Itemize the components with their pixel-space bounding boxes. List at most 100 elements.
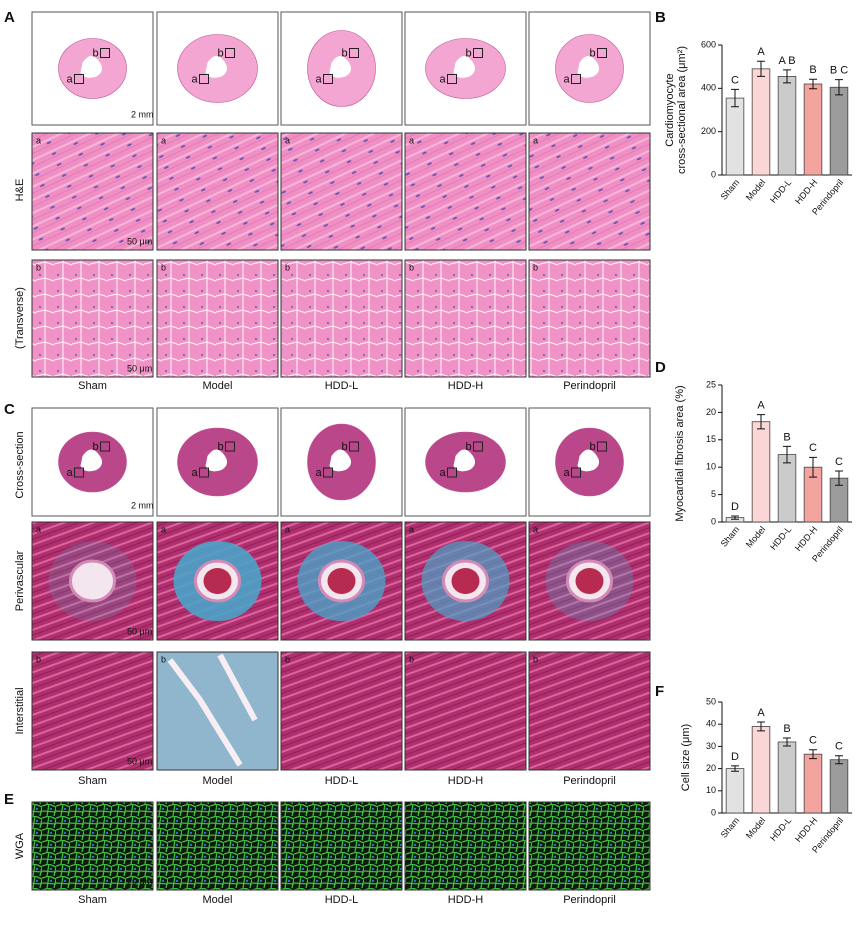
inset-label: a bbox=[409, 135, 414, 145]
inset-label: a bbox=[192, 73, 199, 85]
ventricle-cavity bbox=[205, 449, 228, 472]
inset-box bbox=[225, 48, 235, 58]
group-label: HDD-L bbox=[325, 380, 359, 392]
inset-box bbox=[225, 441, 235, 452]
inset-box bbox=[447, 467, 457, 478]
x-tick-label: HDD-H bbox=[793, 177, 819, 206]
group-label: Perindopril bbox=[563, 775, 616, 787]
micrograph bbox=[528, 132, 651, 251]
group-label: Perindopril bbox=[563, 894, 616, 906]
ventricle-cavity bbox=[80, 449, 103, 472]
error-bar bbox=[809, 78, 817, 90]
inset-box bbox=[571, 74, 581, 84]
error-bar bbox=[809, 456, 817, 478]
row-label: Interstitial bbox=[14, 687, 26, 734]
x-tick-label: HDD-L bbox=[768, 524, 793, 552]
scale-bar: 2 mm bbox=[131, 500, 154, 510]
blood bbox=[203, 568, 232, 594]
inset-box bbox=[349, 48, 359, 58]
inset-box bbox=[597, 441, 607, 452]
group-label: Model bbox=[203, 380, 233, 392]
x-tick-label: Sham bbox=[719, 815, 742, 839]
error-bar bbox=[731, 765, 739, 772]
y-tick-label: 50 bbox=[706, 696, 716, 706]
group-label: HDD-H bbox=[448, 894, 483, 906]
micrograph bbox=[156, 132, 279, 251]
inset-label: b bbox=[218, 441, 224, 453]
significance-letter: C bbox=[809, 442, 817, 454]
group-label: Sham bbox=[78, 380, 107, 392]
x-tick-label: HDD-H bbox=[793, 524, 819, 553]
inset-label: a bbox=[564, 73, 571, 85]
inset-label: b bbox=[409, 654, 414, 664]
y-tick-label: 0 bbox=[711, 169, 716, 179]
error-bar bbox=[757, 414, 765, 430]
y-tick-label: 5 bbox=[711, 489, 716, 499]
inset-box bbox=[199, 74, 209, 84]
inset-label: a bbox=[161, 524, 166, 534]
inset-label: a bbox=[409, 524, 414, 534]
significance-letter: D bbox=[731, 501, 739, 513]
error-bar bbox=[835, 755, 843, 765]
y-tick-label: 15 bbox=[706, 434, 716, 444]
panel-letter: A bbox=[4, 9, 15, 26]
y-tick-label: 20 bbox=[706, 407, 716, 417]
bar bbox=[751, 726, 771, 814]
inset-label: b bbox=[285, 262, 290, 272]
group-label: Model bbox=[203, 894, 233, 906]
micrograph bbox=[280, 132, 403, 251]
y-tick-label: 30 bbox=[706, 741, 716, 751]
inset-box bbox=[323, 74, 333, 84]
row-label: Cross-section bbox=[14, 431, 26, 498]
x-tick-label: Model bbox=[744, 177, 767, 202]
micrograph bbox=[31, 651, 154, 771]
bar bbox=[777, 454, 797, 523]
y-tick-label: 20 bbox=[706, 763, 716, 773]
row-label: (Transverse) bbox=[14, 287, 26, 349]
significance-letter: A bbox=[757, 707, 765, 719]
micrograph bbox=[31, 801, 154, 891]
panel-letter: C bbox=[4, 401, 15, 418]
y-axis-label: Cardiomyocyte bbox=[664, 73, 676, 146]
significance-letter: B bbox=[809, 64, 816, 76]
group-label: Sham bbox=[78, 894, 107, 906]
error-bar bbox=[783, 69, 791, 84]
significance-letter: C bbox=[835, 456, 843, 468]
inset-label: a bbox=[192, 467, 199, 479]
inset-label: a bbox=[316, 467, 323, 479]
error-bar bbox=[757, 60, 765, 77]
panel-letter: D bbox=[655, 359, 666, 376]
inset-label: a bbox=[285, 524, 290, 534]
y-tick-label: 10 bbox=[706, 462, 716, 472]
inset-label: b bbox=[93, 441, 99, 453]
row-label: WGA bbox=[14, 832, 26, 859]
inset-label: b bbox=[161, 262, 166, 272]
inset-label: a bbox=[67, 467, 74, 479]
significance-letter: C bbox=[809, 735, 817, 747]
inset-box bbox=[571, 467, 581, 478]
panel-letter: F bbox=[655, 683, 664, 700]
micrograph bbox=[280, 259, 403, 378]
blood bbox=[451, 568, 480, 594]
inset-box bbox=[473, 48, 483, 58]
error-bar bbox=[809, 749, 817, 760]
error-bar bbox=[783, 737, 791, 747]
group-label: HDD-L bbox=[325, 775, 359, 787]
inset-label: b bbox=[342, 441, 348, 453]
inset-label: a bbox=[285, 135, 290, 145]
blood bbox=[327, 568, 356, 594]
inset-label: b bbox=[218, 47, 224, 59]
inset-box bbox=[349, 441, 359, 452]
ventricle-cavity bbox=[453, 55, 476, 78]
significance-letter: A bbox=[757, 399, 765, 411]
x-tick-label: Sham bbox=[719, 524, 742, 548]
x-tick-label: HDD-L bbox=[768, 815, 793, 843]
inset-box bbox=[74, 467, 84, 478]
inset-label: b bbox=[466, 47, 472, 59]
inset-label: b bbox=[36, 654, 41, 664]
error-bar bbox=[731, 88, 739, 108]
inset-label: b bbox=[533, 262, 538, 272]
error-bar bbox=[835, 470, 843, 486]
inset-label: a bbox=[533, 524, 538, 534]
scale-bar: 50 μm bbox=[127, 756, 152, 766]
